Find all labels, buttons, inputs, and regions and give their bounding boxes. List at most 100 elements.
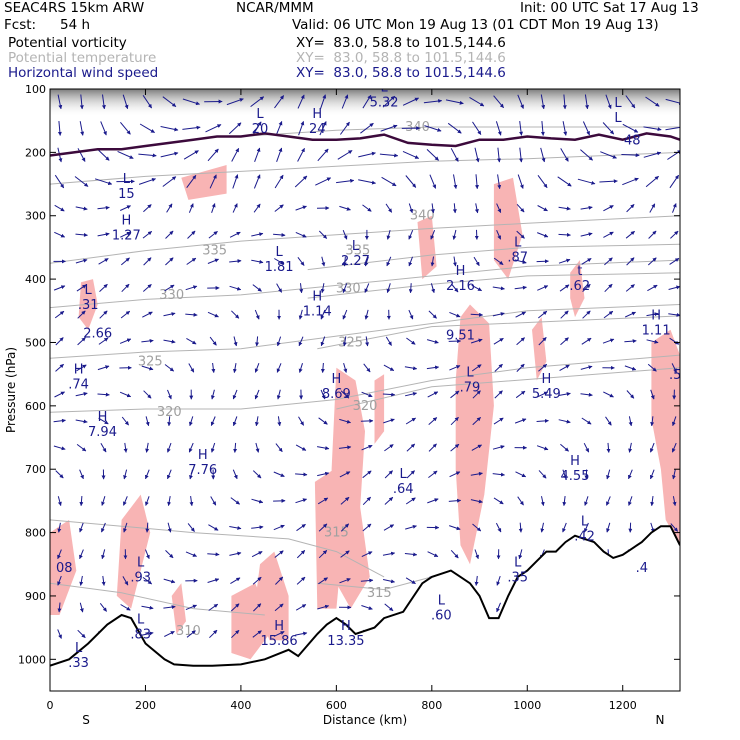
wind-vector	[426, 149, 439, 161]
wind-vector	[449, 365, 461, 371]
wind-vector	[580, 232, 593, 237]
wind-vector	[77, 337, 86, 346]
wind-vector	[230, 603, 240, 612]
wind-vector	[404, 391, 417, 397]
wind-vector	[470, 471, 483, 476]
wind-vector	[163, 339, 176, 344]
extremum-type-6: H	[121, 213, 131, 228]
wind-vector	[57, 496, 62, 506]
wind-vector	[211, 203, 216, 213]
wind-vector	[645, 175, 659, 188]
wind-vector	[57, 602, 62, 613]
wind-vector	[405, 417, 416, 425]
wind-vector	[406, 443, 416, 452]
wind-vector	[582, 283, 591, 292]
wind-vector	[450, 390, 460, 399]
wind-vector	[277, 416, 282, 427]
extremum-value-28: .93	[130, 571, 151, 586]
wind-vector	[643, 151, 662, 158]
wind-vector	[340, 496, 350, 505]
wind-vector	[274, 95, 285, 109]
wind-vector	[562, 522, 567, 533]
wind-vector	[450, 549, 459, 559]
wind-vector	[427, 551, 439, 558]
x-tick-label-4: 800	[421, 699, 442, 712]
wind-vector	[317, 446, 330, 451]
pv-region-3	[116, 494, 151, 609]
wind-vector	[57, 121, 62, 136]
wind-vector	[254, 416, 259, 427]
wind-vector	[599, 179, 618, 184]
wind-vector	[470, 499, 483, 504]
north-end-label: N	[656, 713, 665, 727]
wind-vector	[628, 442, 633, 453]
wind-vector	[668, 285, 680, 290]
wind-vector	[430, 203, 435, 214]
wind-vector	[580, 149, 593, 161]
extremum-value-20: .79	[460, 380, 481, 395]
wind-vector	[186, 630, 196, 638]
wind-vector	[562, 121, 568, 136]
wind-vector	[77, 310, 86, 319]
wind-vector	[358, 179, 376, 185]
wind-vector	[626, 204, 635, 213]
extremum-value-12: .31	[78, 298, 99, 313]
wind-vector	[183, 150, 199, 160]
wind-vector	[516, 203, 525, 213]
wind-vector	[167, 469, 172, 480]
wind-vector	[383, 364, 395, 372]
wind-vector	[145, 469, 150, 480]
theta-contour-3	[307, 243, 680, 271]
wind-vector	[321, 256, 326, 267]
wind-vector	[492, 312, 505, 317]
wind-vector	[275, 576, 284, 585]
extremum-type-35: L	[75, 641, 83, 656]
wind-vector	[604, 257, 613, 266]
wind-vector	[76, 443, 87, 452]
wind-vector	[167, 496, 172, 506]
pv-shaded-regions	[50, 165, 680, 660]
wind-vector	[360, 122, 374, 134]
wind-vector	[405, 175, 417, 188]
wind-vector	[650, 496, 655, 507]
extremum-type-8: L	[275, 245, 283, 260]
x-axis: 0 200 400 600 800 1000 1200	[47, 89, 637, 712]
wind-vector	[429, 174, 437, 189]
wind-vector	[497, 174, 502, 190]
wind-vector	[297, 256, 305, 266]
x-tick-label-5: 1000	[513, 699, 541, 712]
wind-vector	[252, 284, 262, 292]
wind-vector	[342, 230, 348, 240]
wind-vector	[516, 230, 525, 239]
wind-vector	[295, 631, 308, 636]
wind-vector	[230, 497, 240, 505]
wind-vector	[672, 496, 677, 506]
wind-vector	[97, 392, 110, 397]
wind-vector	[251, 498, 264, 504]
wind-vector	[251, 232, 264, 237]
wind-vector	[560, 337, 569, 346]
wind-vector	[492, 286, 505, 291]
extremum-type-5: L	[123, 172, 131, 187]
wind-vector	[123, 522, 128, 533]
wind-vector	[364, 309, 369, 320]
wind-vector	[336, 178, 355, 184]
wind-vector	[497, 147, 502, 163]
wind-vector	[252, 576, 262, 585]
wind-vector	[123, 442, 128, 453]
extremum-type-22: H	[98, 410, 108, 425]
wind-vector	[362, 496, 371, 506]
wind-vector	[471, 284, 482, 292]
wind-vector	[604, 283, 613, 293]
wind-vector	[628, 416, 633, 427]
wind-vector	[75, 392, 88, 397]
field-label-theta: Potential temperature	[8, 50, 157, 66]
pv-region-7	[314, 469, 342, 609]
wind-vector	[672, 469, 676, 480]
wind-vector	[450, 148, 459, 162]
y-tick-label-3: 400	[25, 273, 46, 286]
wind-vector	[189, 496, 194, 507]
wind-vector	[145, 416, 150, 427]
extremum-type-28: L	[137, 556, 145, 571]
